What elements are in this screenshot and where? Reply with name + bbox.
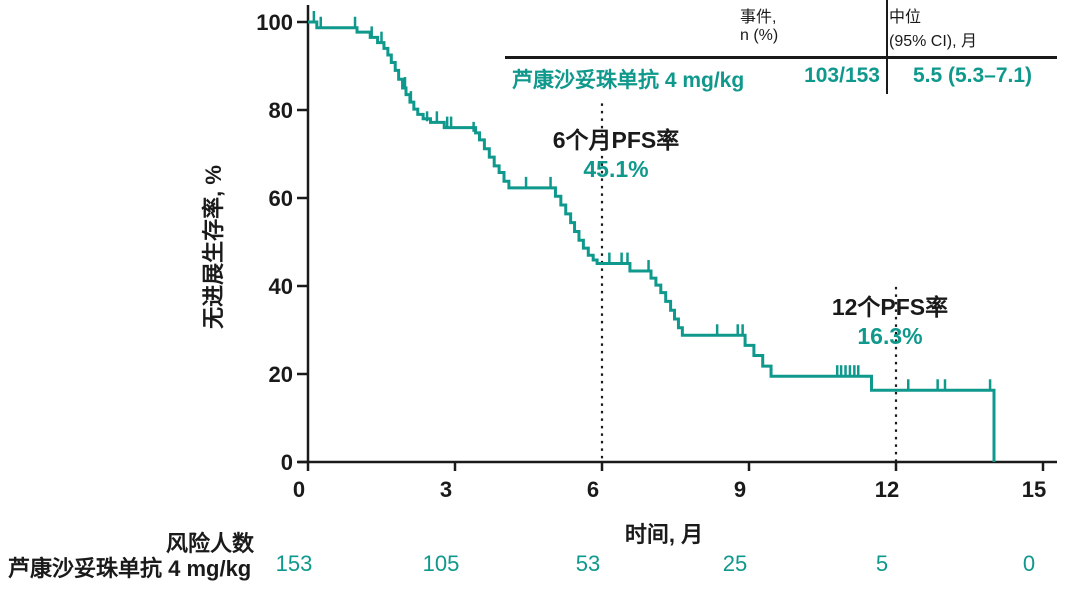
risk-row-treatment-label: 芦康沙妥珠单抗 4 mg/kg xyxy=(8,556,252,581)
events-header-line2: n (%) xyxy=(740,27,779,44)
x-tick-label: 12 xyxy=(875,477,899,502)
summary-row-events-value: 103/153 xyxy=(804,64,880,87)
x-tick-label: 0 xyxy=(293,477,305,502)
summary-col-median-header: 中位 (95% CI), 月 xyxy=(889,3,1056,51)
annotation-12mo-value: 16.3% xyxy=(857,323,923,349)
risk-table-header: 风险人数 xyxy=(165,531,255,556)
annotation-6mo-value: 45.1% xyxy=(583,156,649,182)
annotation-6mo-pfs: 6个月PFS率 45.1% xyxy=(553,126,680,184)
summary-table-vertical-divider xyxy=(886,0,888,94)
events-header-line1: 事件, xyxy=(740,9,777,26)
x-tick-label: 3 xyxy=(440,477,452,502)
annotation-6mo-label: 6个月PFS率 xyxy=(552,127,680,153)
summary-col-events-header: 事件, n (%) xyxy=(740,3,885,45)
km-curve xyxy=(308,20,996,462)
y-tick-label: 80 xyxy=(269,98,293,123)
annotation-12mo-label: 12个PFS率 xyxy=(831,294,949,320)
y-tick-label: 20 xyxy=(269,362,293,387)
risk-count-month-3: 105 xyxy=(422,551,460,576)
annotation-12mo-pfs: 12个PFS率 16.3% xyxy=(832,293,948,351)
x-tick-label: 9 xyxy=(734,477,746,502)
median-header-line2: (95% CI), 月 xyxy=(889,33,978,50)
x-axis-title: 时间, 月 xyxy=(624,522,704,547)
y-axis-title: 无进展生存率, % xyxy=(201,165,226,329)
x-tick-label: 6 xyxy=(587,477,599,502)
y-tick-label: 0 xyxy=(281,450,293,475)
y-tick-label: 60 xyxy=(269,186,293,211)
risk-count-month-6: 53 xyxy=(575,551,601,576)
summary-row-treatment-label: 芦康沙妥珠单抗 4 mg/kg xyxy=(512,69,745,92)
x-tick-label: 15 xyxy=(1022,477,1046,502)
risk-count-month-15: 0 xyxy=(1022,551,1036,576)
y-tick-label: 100 xyxy=(256,10,293,35)
median-header-line1: 中位 xyxy=(889,9,922,26)
risk-count-month-0: 153 xyxy=(275,551,313,576)
summary-table-horizontal-rule xyxy=(505,56,1057,59)
risk-count-month-9: 25 xyxy=(722,551,748,576)
y-tick-label: 40 xyxy=(269,274,293,299)
risk-count-month-12: 5 xyxy=(875,551,889,576)
summary-row-median-value: 5.5 (5.3–7.1) xyxy=(912,64,1033,87)
